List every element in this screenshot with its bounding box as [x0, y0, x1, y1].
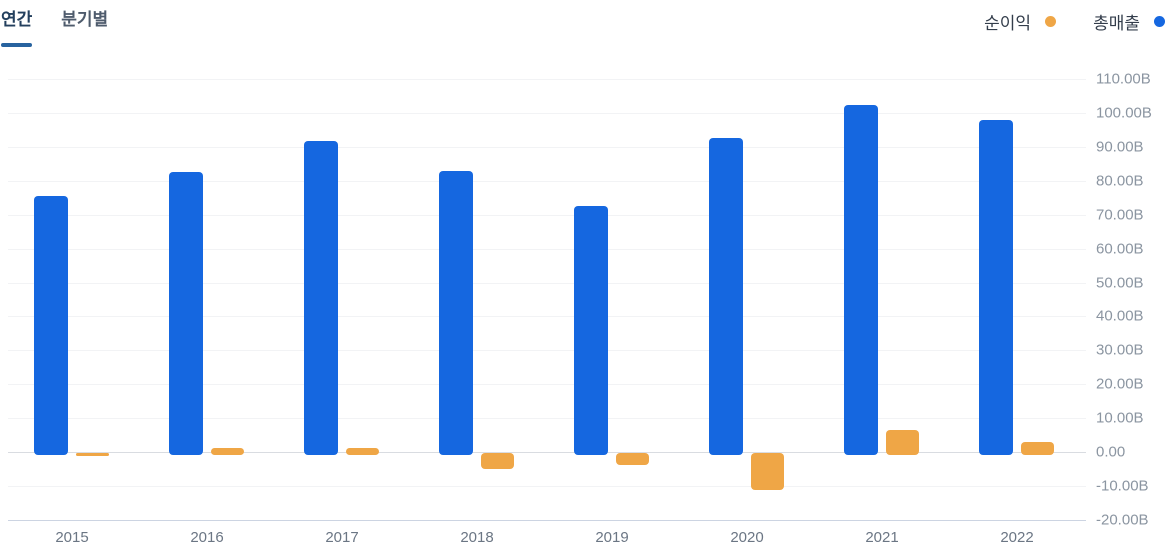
gridline [8, 384, 1086, 386]
gridline [8, 485, 1086, 487]
x-axis-label-2022: 2022 [1000, 529, 1034, 546]
x-axis-label-2019: 2019 [595, 529, 629, 546]
legend-item-net-income[interactable]: 순이익 [984, 9, 1057, 34]
x-axis-label-2016: 2016 [190, 529, 224, 546]
x-axis-label-2015: 2015 [55, 529, 89, 546]
gridline [8, 350, 1086, 352]
y-axis-tick-label: 100.00B [1096, 104, 1152, 122]
gridline [8, 282, 1086, 284]
net-income-bar-2022[interactable] [1021, 442, 1054, 455]
revenue-dot-icon [1154, 16, 1165, 27]
y-axis-tick-label: 80.00B [1096, 172, 1144, 190]
legend-revenue-label: 총매출 [1093, 14, 1140, 33]
gridline [8, 146, 1086, 148]
y-axis-tick-label: -10.00B [1096, 477, 1149, 495]
legend-item-revenue[interactable]: 총매출 [1093, 9, 1165, 34]
net-income-bar-2020[interactable] [751, 453, 784, 490]
revenue-bar-2015[interactable] [34, 196, 68, 455]
gridline [8, 113, 1086, 114]
y-axis-tick-label: 10.00B [1096, 409, 1144, 427]
revenue-bar-2021[interactable] [844, 104, 878, 455]
revenue-bar-2019[interactable] [574, 205, 608, 455]
gridline [8, 180, 1086, 182]
revenue-bar-2022[interactable] [979, 120, 1013, 455]
revenue-bar-2020[interactable] [709, 138, 743, 455]
y-axis-tick-label: 90.00B [1096, 138, 1144, 156]
y-axis-tick-label: 110.00B [1096, 70, 1151, 88]
gridline [8, 248, 1086, 250]
gridline [8, 214, 1086, 216]
y-axis-tick-label: 20.00B [1096, 375, 1144, 393]
gridline [8, 452, 1086, 453]
net-income-bar-2017[interactable] [346, 447, 379, 455]
gridline [8, 519, 1086, 521]
net-income-bar-2018[interactable] [481, 453, 514, 470]
legend-net-income-label: 순이익 [984, 14, 1032, 33]
y-axis-tick-label: 50.00B [1096, 274, 1144, 291]
x-axis-label-2017: 2017 [325, 529, 359, 546]
y-axis-tick-label: 40.00B [1096, 307, 1144, 325]
period-tabs: 연간 분기별 [1, 8, 108, 47]
active-tab-underline [1, 43, 33, 47]
x-axis-label-2018: 2018 [460, 529, 494, 546]
revenue-bar-2017[interactable] [304, 140, 338, 455]
revenue-bar-2018[interactable] [439, 170, 473, 455]
y-axis-tick-label: 60.00B [1096, 240, 1144, 258]
y-axis-tick-label: 30.00B [1096, 341, 1144, 359]
y-axis-tick-label: -20.00B [1096, 511, 1149, 529]
tab-annual-label: 연간 [1, 10, 33, 29]
gridline [8, 316, 1086, 318]
gridline [8, 418, 1086, 420]
y-axis-tick-label: 0.00 [1096, 443, 1126, 461]
revenue-bar-2016[interactable] [169, 171, 203, 455]
tab-quarterly-label: 분기별 [61, 10, 109, 29]
tab-quarterly[interactable]: 분기별 [61, 8, 108, 32]
net-income-bar-2015[interactable] [76, 453, 109, 457]
gridline [8, 79, 1086, 81]
net-income-bar-2021[interactable] [886, 430, 919, 455]
x-axis-label-2021: 2021 [865, 529, 899, 546]
net-income-dot-icon [1045, 16, 1057, 27]
y-axis-tick-label: 70.00B [1096, 206, 1144, 224]
net-income-bar-2019[interactable] [616, 453, 649, 465]
x-axis-label-2020: 2020 [730, 529, 764, 546]
chart-legend: 순이익 총매출 [984, 9, 1165, 34]
tab-annual[interactable]: 연간 [1, 8, 33, 47]
net-income-bar-2016[interactable] [211, 447, 244, 455]
